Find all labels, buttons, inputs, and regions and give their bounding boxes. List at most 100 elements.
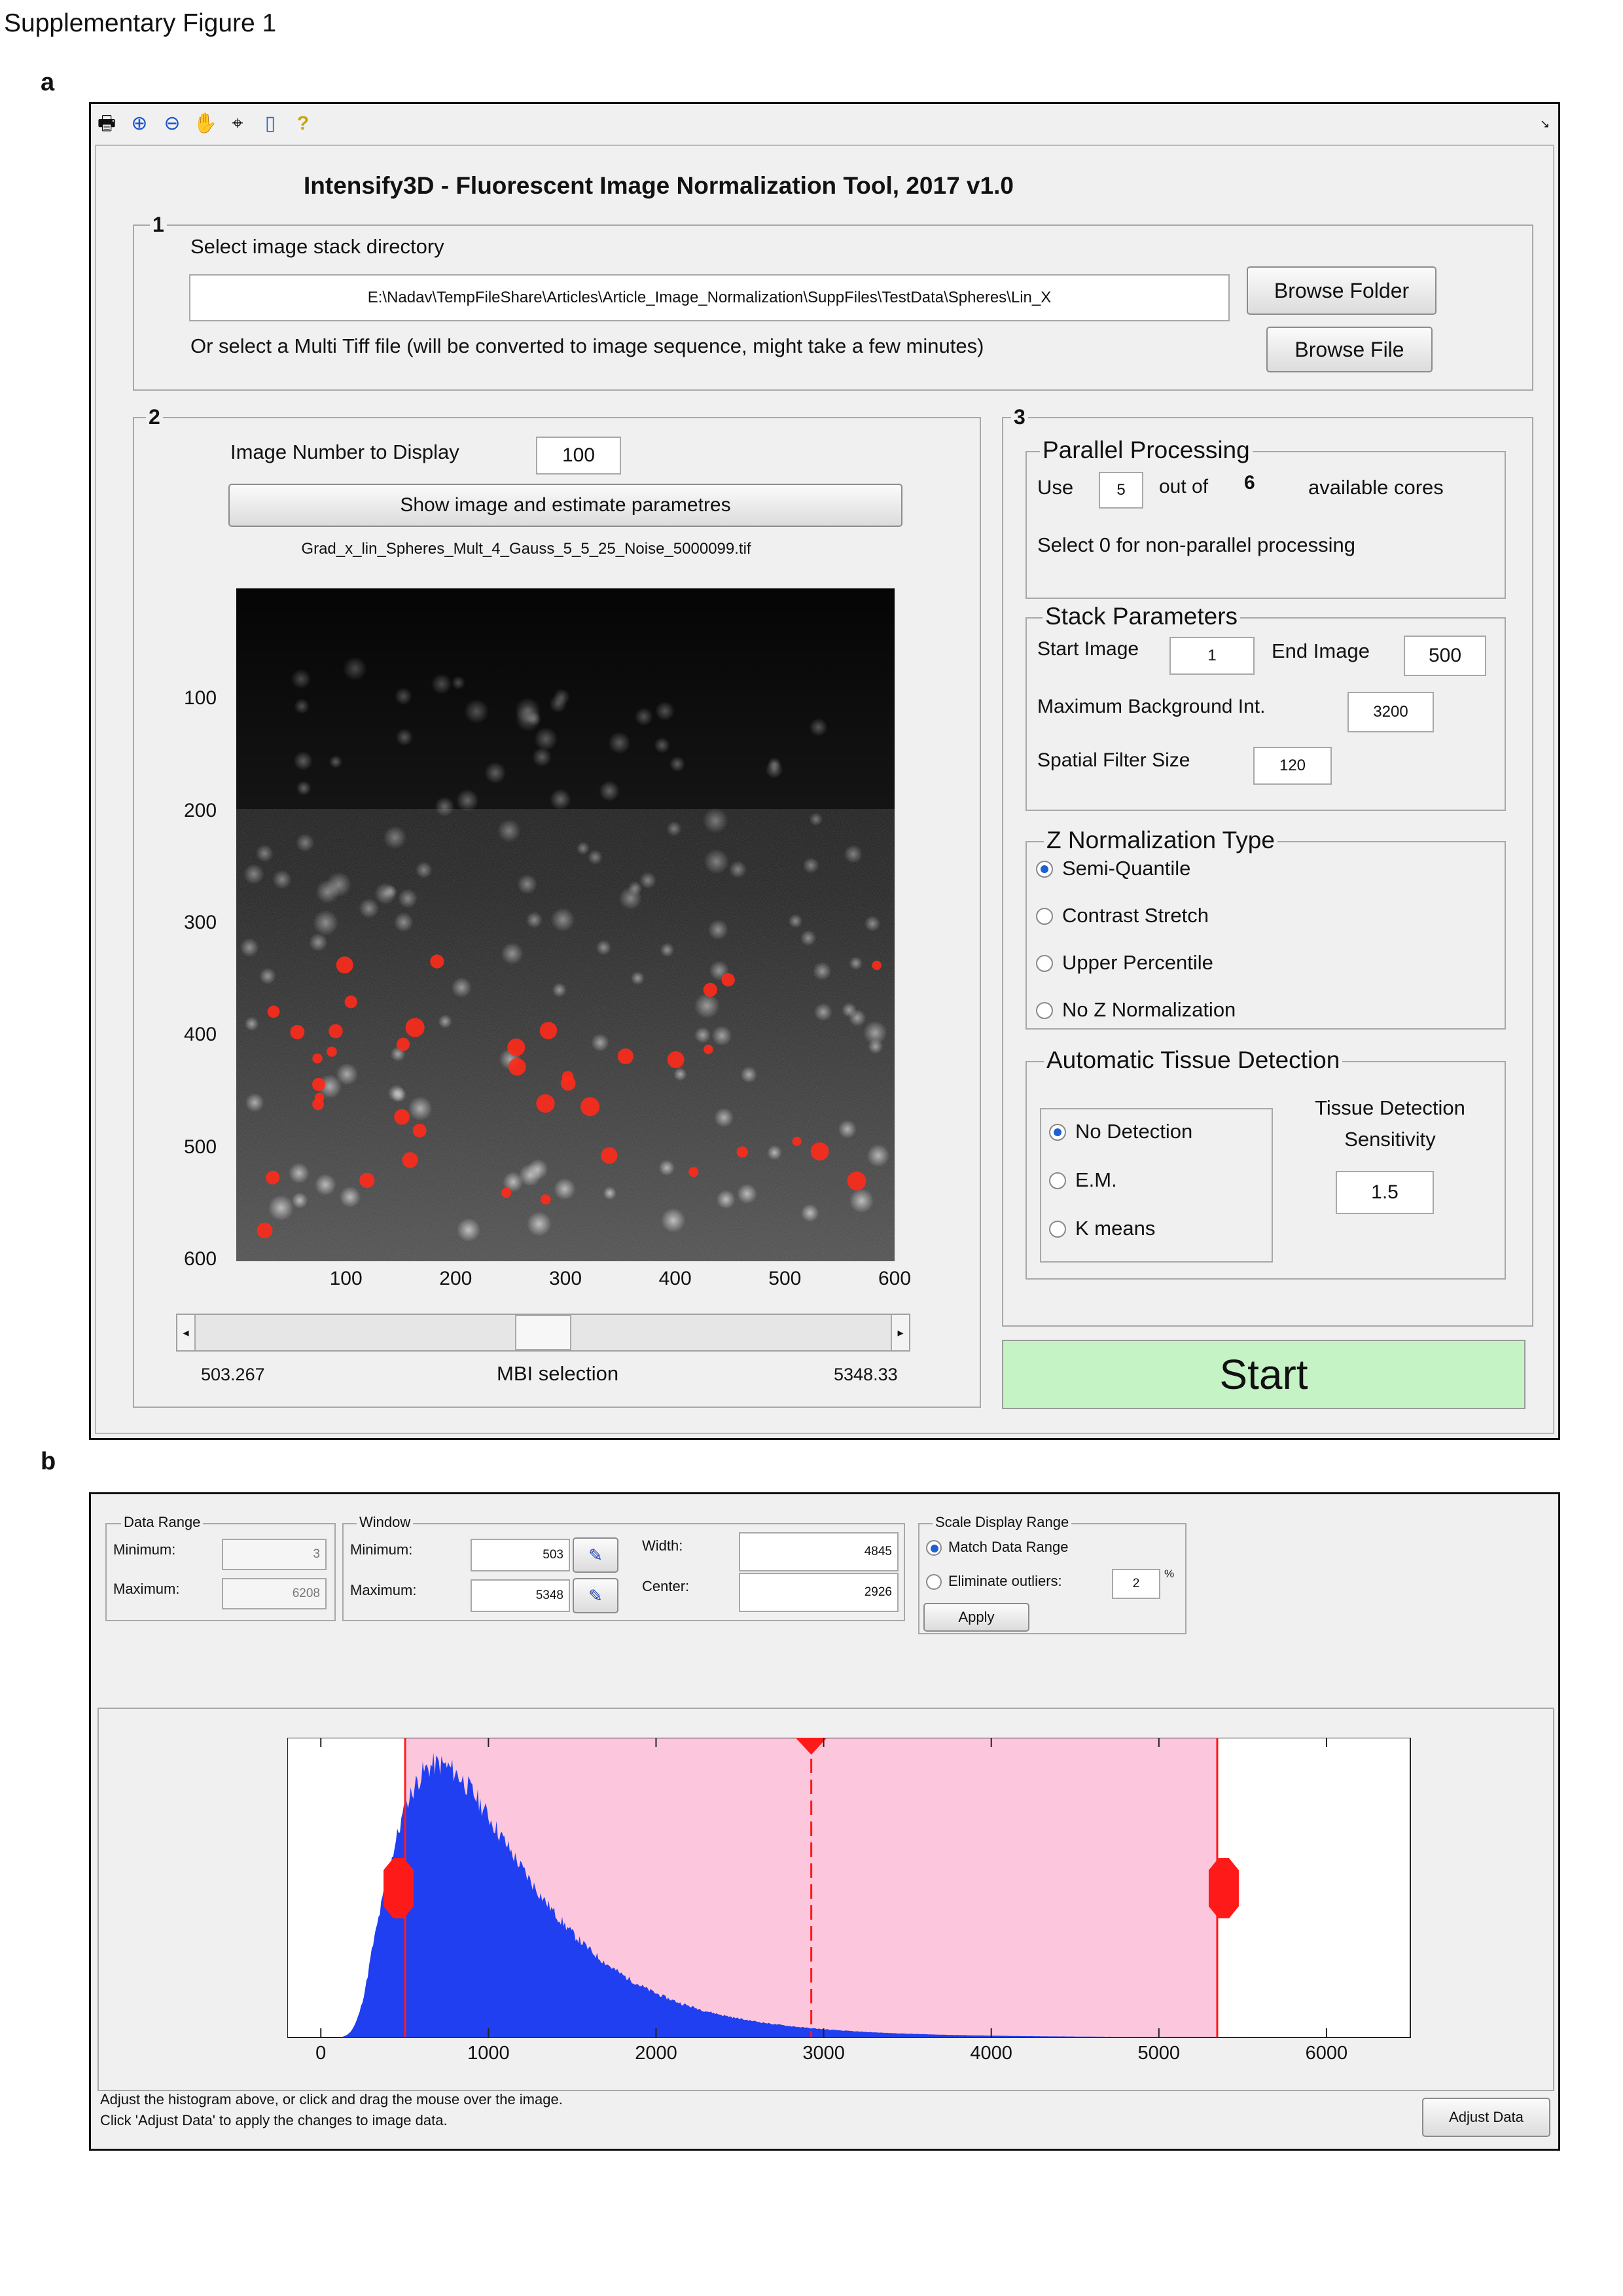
sphere-spot bbox=[268, 1194, 294, 1221]
dock-arrow-icon[interactable]: ↘ bbox=[1540, 117, 1550, 130]
window-max-field[interactable]: 5348 bbox=[471, 1579, 570, 1612]
sphere-spot bbox=[661, 1208, 686, 1233]
image-number-field[interactable]: 100 bbox=[536, 437, 621, 475]
histogram-plot[interactable] bbox=[287, 1738, 1412, 2039]
selected-sphere-spot bbox=[394, 1109, 410, 1125]
available-cores-count: 6 bbox=[1244, 472, 1255, 493]
mbi-slider[interactable]: ◂ ▸ bbox=[176, 1314, 910, 1352]
sphere-spot bbox=[849, 956, 863, 971]
window-max-handle[interactable] bbox=[1208, 1858, 1239, 1918]
histogram-x-tick-label: 4000 bbox=[970, 2043, 1012, 2064]
sphere-spot bbox=[576, 841, 590, 855]
selected-sphere-spot bbox=[601, 1147, 618, 1164]
eyedropper-min-icon[interactable]: ✎ bbox=[573, 1537, 618, 1573]
sphere-spot bbox=[526, 911, 543, 929]
directory-path-field[interactable]: E:\Nadav\TempFileShare\Articles\Article_… bbox=[189, 274, 1230, 321]
sphere-spots bbox=[240, 656, 890, 1242]
sphere-spot bbox=[666, 821, 682, 836]
figure-title: Supplementary Figure 1 bbox=[4, 9, 277, 37]
image-y-tick-label: 300 bbox=[184, 912, 217, 933]
selected-sphere-spot bbox=[267, 1005, 280, 1018]
match-data-range-radio[interactable] bbox=[926, 1540, 942, 1556]
histogram-x-tick-label: 3000 bbox=[802, 2043, 845, 2064]
print-icon[interactable]: 🖶 bbox=[97, 113, 116, 134]
sphere-spot bbox=[259, 967, 276, 985]
z-normalization-radio[interactable] bbox=[1036, 955, 1053, 972]
outlier-percent-field[interactable]: 2 bbox=[1112, 1569, 1160, 1599]
tissue-detection-radio[interactable] bbox=[1049, 1172, 1066, 1189]
histogram-x-tick-label: 5000 bbox=[1137, 2043, 1181, 2064]
spatial-filter-field[interactable]: 120 bbox=[1253, 747, 1332, 785]
sphere-image-canvas[interactable] bbox=[236, 588, 895, 1261]
sphere-spot bbox=[240, 938, 259, 958]
sphere-spot bbox=[288, 1162, 310, 1184]
sphere-spot bbox=[809, 718, 828, 737]
sphere-spot bbox=[517, 874, 537, 895]
sphere-spot bbox=[550, 907, 575, 932]
sensitivity-field[interactable]: 1.5 bbox=[1336, 1171, 1434, 1214]
use-label: Use bbox=[1037, 476, 1074, 499]
pan-hand-icon[interactable]: ✋ bbox=[193, 113, 218, 134]
tissue-detection-option-label: No Detection bbox=[1075, 1120, 1193, 1143]
sphere-spot bbox=[336, 1063, 359, 1086]
sphere-spot bbox=[503, 1172, 524, 1193]
histogram-x-tick-label: 2000 bbox=[635, 2043, 677, 2064]
colorbar-icon[interactable]: ▯ bbox=[264, 113, 276, 134]
window-min-handle[interactable] bbox=[383, 1858, 414, 1918]
sphere-spot bbox=[291, 1192, 308, 1209]
help-icon[interactable]: ? bbox=[296, 113, 310, 134]
z-normalization-radio[interactable] bbox=[1036, 861, 1053, 878]
start-button[interactable]: Start bbox=[1002, 1340, 1525, 1409]
start-image-field[interactable]: 1 bbox=[1169, 637, 1255, 675]
histogram-hint-2: Click 'Adjust Data' to apply the changes… bbox=[100, 2112, 448, 2128]
end-image-field[interactable]: 500 bbox=[1404, 636, 1486, 676]
show-image-button[interactable]: Show image and estimate parametres bbox=[228, 484, 902, 527]
selected-sphere-spot bbox=[405, 1018, 425, 1037]
histogram-hint-1: Adjust the histogram above, or click and… bbox=[100, 2091, 563, 2108]
end-image-label: End Image bbox=[1272, 639, 1370, 662]
data-cursor-icon[interactable]: ⌖ bbox=[232, 113, 243, 134]
tissue-detection-radio[interactable] bbox=[1049, 1221, 1066, 1238]
slider-left-arrow-icon[interactable]: ◂ bbox=[177, 1315, 196, 1350]
adjust-data-button[interactable]: Adjust Data bbox=[1422, 2098, 1550, 2137]
sphere-spot bbox=[244, 1016, 259, 1031]
sphere-spot bbox=[314, 1174, 336, 1196]
browse-folder-button[interactable]: Browse Folder bbox=[1247, 266, 1436, 315]
zoom-in-icon[interactable]: ⊕ bbox=[131, 113, 148, 134]
window-center-handle[interactable] bbox=[795, 1738, 827, 1755]
eyedropper-max-icon[interactable]: ✎ bbox=[573, 1578, 618, 1613]
center-field[interactable]: 2926 bbox=[739, 1573, 899, 1612]
sphere-spot bbox=[532, 747, 552, 767]
data-range-min-label: Minimum: bbox=[113, 1541, 176, 1558]
window-min-field[interactable]: 503 bbox=[471, 1539, 570, 1571]
image-y-tick-label: 100 bbox=[184, 687, 217, 709]
sphere-spot bbox=[255, 844, 274, 863]
browse-file-button[interactable]: Browse File bbox=[1266, 327, 1433, 372]
cores-to-use-field[interactable]: 5 bbox=[1099, 472, 1143, 509]
selected-sphere-spot bbox=[539, 1022, 558, 1039]
slider-right-arrow-icon[interactable]: ▸ bbox=[891, 1315, 909, 1350]
eliminate-outliers-radio[interactable] bbox=[926, 1574, 942, 1590]
sphere-spot bbox=[326, 872, 351, 897]
max-background-field[interactable]: 3200 bbox=[1347, 692, 1434, 732]
image-y-tick-label: 500 bbox=[184, 1136, 217, 1158]
selected-sphere-spot bbox=[312, 1077, 326, 1091]
sphere-spot bbox=[658, 1159, 675, 1176]
apply-button[interactable]: Apply bbox=[923, 1603, 1029, 1632]
selected-sphere-spot bbox=[872, 960, 882, 971]
sphere-spot bbox=[435, 797, 455, 817]
eliminate-outliers-label: Eliminate outliers: bbox=[948, 1573, 1062, 1589]
tissue-detection-radio[interactable] bbox=[1049, 1124, 1066, 1141]
slider-thumb[interactable] bbox=[515, 1315, 571, 1350]
center-label: Center: bbox=[642, 1578, 690, 1594]
panel-label-b: b bbox=[41, 1448, 56, 1475]
width-field[interactable]: 4845 bbox=[739, 1532, 899, 1571]
zoom-out-icon[interactable]: ⊖ bbox=[164, 113, 181, 134]
histogram-ticks bbox=[320, 1738, 1327, 2037]
sphere-spot bbox=[737, 1183, 757, 1204]
sphere-spot bbox=[272, 870, 292, 889]
z-normalization-radio[interactable] bbox=[1036, 908, 1053, 925]
z-normalization-radio[interactable] bbox=[1036, 1002, 1053, 1019]
adjust-contrast-window: Data Range Minimum: 3 Maximum: 6208 Wind… bbox=[89, 1492, 1560, 2151]
sphere-spot bbox=[587, 850, 603, 865]
